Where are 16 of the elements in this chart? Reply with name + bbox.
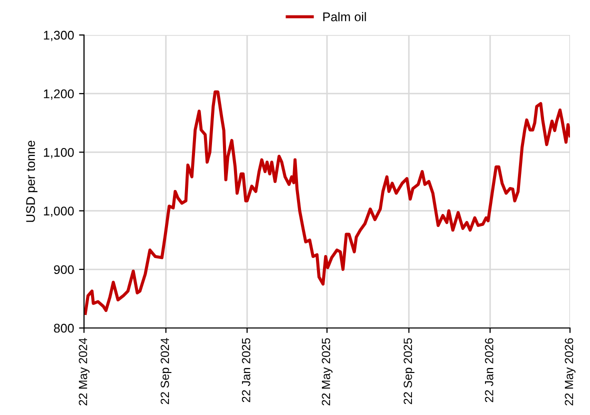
x-tick-label: 22 May 2025 [322,338,333,406]
x-tick-label: 22 Jan 2026 [484,338,494,402]
x-tick-label: 22 Jan 2025 [242,338,250,402]
x-tick-label: 22 Sep 2024 [160,338,172,404]
y-tick-label: 1,000 [44,206,74,217]
y-tick-label: 800 [54,324,74,333]
y-tick-label: 1,300 [44,30,74,42]
y-tick-label: 1,200 [44,89,74,100]
y-tick-label: 1,100 [44,148,74,158]
y-tick-label: 900 [54,265,74,274]
legend-label: Palm oil [323,12,366,22]
x-tick-label: 22 May 2026 [564,338,576,406]
x-tick-label: 22 Sep 2025 [404,338,414,404]
x-tick-label: 22 May 2024 [78,338,90,406]
y-axis-title: USD per tonne [26,140,38,222]
line-series [84,90,570,315]
